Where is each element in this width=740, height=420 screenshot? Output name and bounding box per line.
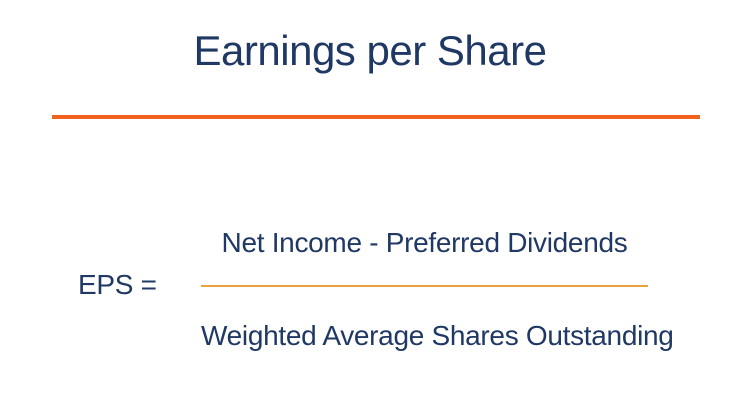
- fraction-denominator: Weighted Average Shares Outstanding: [201, 320, 674, 351]
- page-title: Earnings per Share: [193, 27, 547, 74]
- fraction: Net Income - Preferred Dividends Weighte…: [201, 227, 674, 351]
- fraction-divider-line: [201, 285, 648, 287]
- formula-lhs: EPS =: [78, 269, 157, 300]
- fraction-numerator: Net Income - Preferred Dividends: [221, 227, 628, 258]
- title-divider-line: [52, 115, 700, 119]
